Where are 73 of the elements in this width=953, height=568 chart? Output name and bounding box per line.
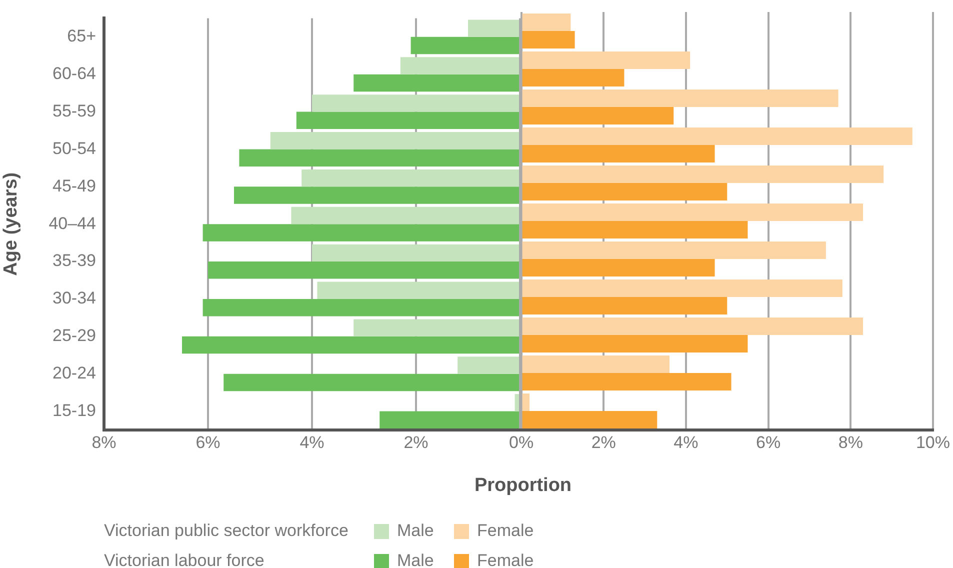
bar: [291, 206, 519, 224]
y-tick-label: 55-59: [52, 101, 96, 120]
bar: [514, 394, 519, 412]
bar: [312, 244, 519, 262]
y-tick-label: 65+: [67, 26, 96, 46]
bar: [312, 94, 519, 112]
bar: [354, 74, 519, 92]
bar: [458, 356, 519, 374]
y-tick-label: 60-64: [52, 64, 96, 84]
bar: [354, 319, 519, 336]
bar: [522, 128, 912, 145]
bar: [522, 259, 715, 276]
text: Victorian labour force: [104, 551, 266, 568]
bar: [202, 298, 519, 316]
text: Victorian public sector workforce: [104, 521, 350, 541]
bar: [522, 373, 732, 390]
x-tick-label: 6%: [756, 432, 781, 452]
bar: [208, 262, 519, 279]
legend-label: Female: [476, 521, 534, 541]
x-tick-label: 0%: [508, 432, 534, 452]
x-tick-label: 8%: [838, 432, 863, 452]
y-tick-label: 30-34: [52, 288, 96, 308]
x-tick-label: 10%: [916, 432, 950, 452]
bar: [410, 36, 519, 54]
bar: [380, 411, 519, 429]
y-tick-label: 35-39: [52, 251, 96, 270]
y-tick-label: 15-19: [52, 400, 96, 420]
bar: [302, 169, 519, 187]
bar: [234, 186, 519, 204]
bar: [522, 52, 690, 69]
y-tick-label: 50-54: [52, 138, 96, 158]
bar: [522, 280, 842, 297]
bar: [522, 107, 674, 124]
bar: [522, 14, 571, 31]
bar: [239, 149, 519, 166]
bar: [522, 204, 863, 221]
y-tick-label: 25-29: [52, 326, 96, 346]
legend-label: Female: [476, 551, 534, 568]
bar: [522, 183, 728, 200]
bar: [522, 242, 826, 259]
bar: [400, 57, 519, 74]
y-tick-label: 40–44: [48, 214, 96, 233]
bar: [522, 90, 838, 107]
bar: [522, 69, 624, 86]
legend-label: Male: [396, 551, 435, 568]
x-tick-label: 4%: [674, 432, 698, 452]
y-tick-label: 45-49: [52, 176, 96, 196]
x-axis-title: Proportion: [473, 475, 573, 497]
x-tick-label: 2%: [591, 432, 616, 452]
bar: [270, 132, 519, 150]
bar: [522, 318, 863, 335]
bar: [522, 335, 748, 352]
x-tick-label: 6%: [196, 432, 220, 452]
y-axis-title: Age (years): [0, 172, 22, 276]
bar: [317, 282, 519, 299]
bar: [202, 224, 519, 242]
bar: [522, 145, 715, 162]
bar: [522, 166, 884, 183]
x-tick-label: 8%: [92, 432, 116, 452]
bar: [182, 336, 519, 354]
x-tick-label: 4%: [300, 432, 324, 452]
bar: [522, 221, 748, 238]
bar: [296, 112, 519, 130]
bar: [522, 297, 728, 314]
bar: [522, 394, 530, 411]
bar: [522, 411, 658, 428]
bar: [468, 20, 519, 37]
bar: [522, 31, 575, 48]
legend-label: Male: [396, 521, 435, 541]
bar: [522, 356, 670, 373]
x-tick-label: 2%: [404, 432, 428, 452]
bar: [224, 374, 519, 392]
y-tick-label: 20-24: [52, 364, 96, 383]
